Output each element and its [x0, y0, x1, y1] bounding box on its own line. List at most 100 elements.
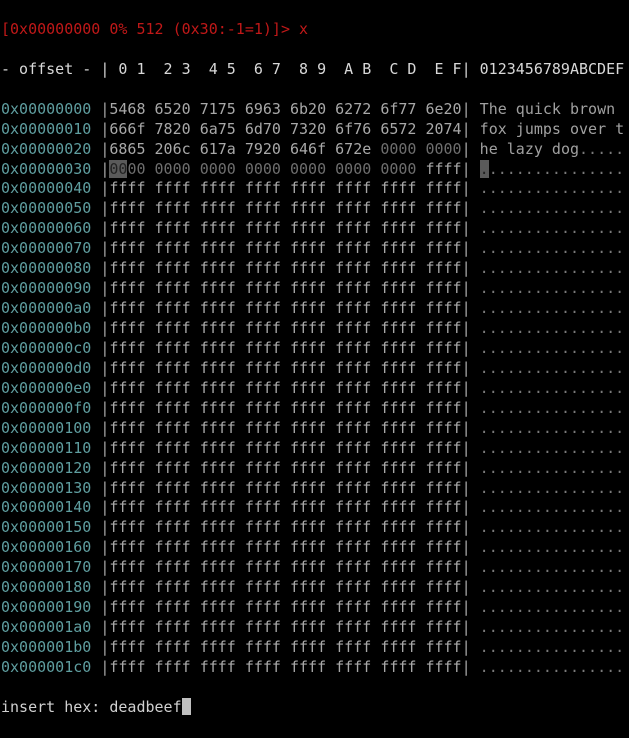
- hex-word[interactable]: ffff: [425, 299, 462, 318]
- hex-word[interactable]: ffff: [154, 279, 191, 298]
- hex-word[interactable]: ffff: [154, 538, 191, 557]
- hex-word[interactable]: ffff: [199, 398, 236, 417]
- hex-row[interactable]: 0x000001a0 |ffff ffff ffff ffff ffff fff…: [1, 618, 629, 638]
- hex-word[interactable]: ffff: [154, 219, 191, 238]
- hex-word[interactable]: ffff: [425, 478, 462, 497]
- hex-word[interactable]: ffff: [425, 657, 462, 676]
- hex-word[interactable]: ffff: [244, 378, 281, 397]
- hex-word[interactable]: ffff: [425, 518, 462, 537]
- hex-word[interactable]: ffff: [244, 418, 281, 437]
- hex-word[interactable]: ffff: [335, 458, 372, 477]
- hex-word[interactable]: ffff: [335, 478, 372, 497]
- hex-word[interactable]: ffff: [290, 378, 327, 397]
- hex-word[interactable]: ffff: [335, 618, 372, 637]
- hex-row[interactable]: 0x00000190 |ffff ffff ffff ffff ffff fff…: [1, 598, 629, 618]
- hex-word[interactable]: 0000: [380, 159, 417, 178]
- hex-word[interactable]: ffff: [244, 558, 281, 577]
- hex-word[interactable]: ffff: [290, 219, 327, 238]
- hex-row[interactable]: 0x000000f0 |ffff ffff ffff ffff ffff fff…: [1, 399, 629, 419]
- hex-word[interactable]: ffff: [425, 378, 462, 397]
- hex-word[interactable]: ffff: [244, 179, 281, 198]
- hex-word[interactable]: ffff: [109, 458, 146, 477]
- hex-word[interactable]: ffff: [425, 159, 462, 178]
- hex-word[interactable]: ffff: [199, 378, 236, 397]
- hex-word[interactable]: ffff: [425, 179, 462, 198]
- hex-word[interactable]: ffff: [425, 618, 462, 637]
- hex-word[interactable]: ffff: [244, 578, 281, 597]
- hex-word[interactable]: ffff: [380, 458, 417, 477]
- hex-word[interactable]: ffff: [425, 418, 462, 437]
- hex-word[interactable]: ffff: [109, 398, 146, 417]
- hex-word[interactable]: 7820: [154, 119, 191, 138]
- hex-row[interactable]: 0x000001c0 |ffff ffff ffff ffff ffff fff…: [1, 658, 629, 678]
- hex-row[interactable]: 0x00000160 |ffff ffff ffff ffff ffff fff…: [1, 538, 629, 558]
- hex-word[interactable]: 6963: [244, 99, 281, 118]
- hex-word[interactable]: 666f: [109, 119, 146, 138]
- hex-word[interactable]: 6272: [335, 99, 372, 118]
- hex-word[interactable]: ffff: [199, 239, 236, 258]
- hex-row[interactable]: 0x00000180 |ffff ffff ffff ffff ffff fff…: [1, 578, 629, 598]
- hex-word[interactable]: ffff: [109, 558, 146, 577]
- hex-word[interactable]: ffff: [154, 418, 191, 437]
- hex-word[interactable]: ffff: [290, 279, 327, 298]
- hex-word[interactable]: ffff: [335, 418, 372, 437]
- hex-row[interactable]: 0x00000140 |ffff ffff ffff ffff ffff fff…: [1, 498, 629, 518]
- hex-word[interactable]: 0000: [380, 139, 417, 158]
- hex-word[interactable]: ffff: [290, 638, 327, 657]
- hex-word[interactable]: ffff: [290, 259, 327, 278]
- hex-word[interactable]: 672e: [335, 139, 372, 158]
- hex-row[interactable]: 0x000000e0 |ffff ffff ffff ffff ffff fff…: [1, 379, 629, 399]
- hex-word[interactable]: ffff: [335, 319, 372, 338]
- hex-word[interactable]: ffff: [109, 179, 146, 198]
- hex-word[interactable]: ffff: [109, 578, 146, 597]
- hex-word[interactable]: ffff: [425, 398, 462, 417]
- hex-row[interactable]: 0x00000170 |ffff ffff ffff ffff ffff fff…: [1, 558, 629, 578]
- hex-word[interactable]: ffff: [425, 498, 462, 517]
- hex-word[interactable]: ffff: [425, 538, 462, 557]
- hex-word[interactable]: ffff: [199, 498, 236, 517]
- hex-word[interactable]: ffff: [244, 398, 281, 417]
- hex-word[interactable]: 6b20: [290, 99, 327, 118]
- hex-word[interactable]: ffff: [199, 358, 236, 377]
- hex-word[interactable]: ffff: [425, 259, 462, 278]
- hex-word[interactable]: ffff: [109, 199, 146, 218]
- hex-word[interactable]: ffff: [425, 279, 462, 298]
- hex-word[interactable]: ffff: [244, 498, 281, 517]
- hex-word[interactable]: ffff: [425, 638, 462, 657]
- hex-word[interactable]: 0000: [109, 159, 146, 178]
- hex-word[interactable]: 7920: [244, 139, 281, 158]
- hex-row[interactable]: 0x000000b0 |ffff ffff ffff ffff ffff fff…: [1, 319, 629, 339]
- hex-word[interactable]: ffff: [380, 358, 417, 377]
- hex-word[interactable]: ffff: [290, 478, 327, 497]
- hex-word[interactable]: ffff: [380, 598, 417, 617]
- hex-word[interactable]: 7175: [199, 99, 236, 118]
- hex-word[interactable]: ffff: [425, 458, 462, 477]
- hex-word[interactable]: ffff: [244, 598, 281, 617]
- hex-row[interactable]: 0x00000010 |666f 7820 6a75 6d70 7320 6f7…: [1, 120, 629, 140]
- hex-word[interactable]: ffff: [335, 378, 372, 397]
- hex-word[interactable]: ffff: [199, 638, 236, 657]
- hex-word[interactable]: ffff: [154, 438, 191, 457]
- hex-row[interactable]: 0x00000080 |ffff ffff ffff ffff ffff fff…: [1, 259, 629, 279]
- hex-word[interactable]: ffff: [380, 299, 417, 318]
- hex-word[interactable]: ffff: [290, 199, 327, 218]
- hex-word[interactable]: ffff: [244, 338, 281, 357]
- hex-row[interactable]: 0x00000070 |ffff ffff ffff ffff ffff fff…: [1, 239, 629, 259]
- hex-word[interactable]: ffff: [109, 358, 146, 377]
- hex-word[interactable]: ffff: [335, 239, 372, 258]
- hex-word[interactable]: ffff: [335, 338, 372, 357]
- hex-row[interactable]: 0x00000120 |ffff ffff ffff ffff ffff fff…: [1, 459, 629, 479]
- hex-row[interactable]: 0x00000020 |6865 206c 617a 7920 646f 672…: [1, 140, 629, 160]
- hex-word[interactable]: ffff: [335, 179, 372, 198]
- hex-word[interactable]: ffff: [290, 438, 327, 457]
- hex-word[interactable]: ffff: [380, 498, 417, 517]
- hex-rows[interactable]: 0x00000000 | 5468 6520 7175 6963 6b20 627…: [1, 100, 629, 678]
- hex-word[interactable]: ffff: [380, 518, 417, 537]
- hex-word[interactable]: ffff: [380, 657, 417, 676]
- hex-word[interactable]: ffff: [199, 438, 236, 457]
- hex-word[interactable]: ffff: [244, 638, 281, 657]
- hex-word[interactable]: ffff: [335, 438, 372, 457]
- hex-word[interactable]: ffff: [290, 518, 327, 537]
- cursor-byte[interactable]: 00: [109, 159, 128, 178]
- hex-word[interactable]: ffff: [244, 259, 281, 278]
